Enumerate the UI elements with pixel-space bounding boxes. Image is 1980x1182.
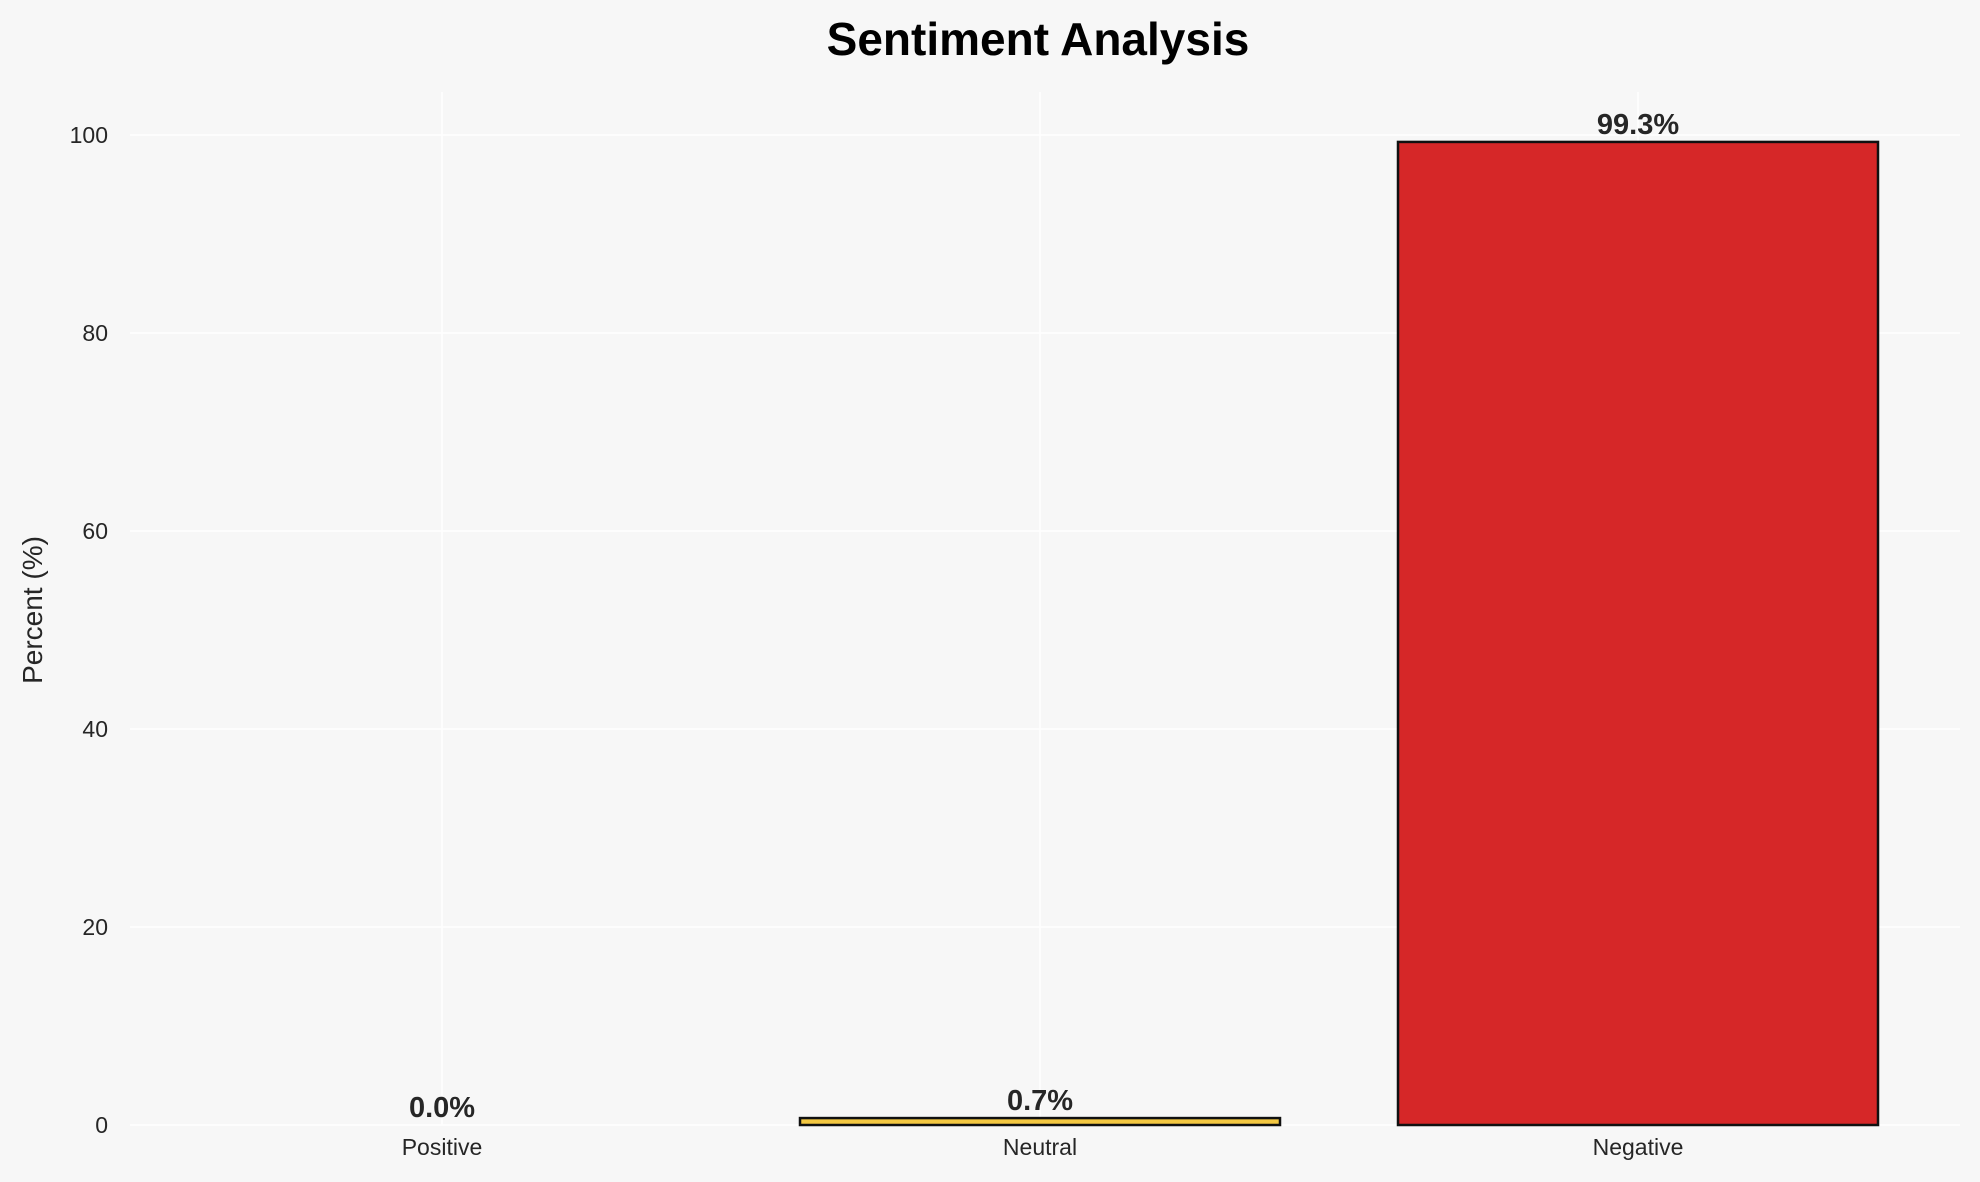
data-labels: 0.0% 0.7% 99.3% xyxy=(409,109,1679,1124)
bar-neutral xyxy=(798,1116,1282,1127)
bar-negative xyxy=(1396,140,1880,1127)
data-label-positive: 0.0% xyxy=(409,1092,475,1124)
y-axis-label: Percent (%) xyxy=(17,536,48,684)
data-label-neutral: 0.7% xyxy=(1007,1085,1073,1117)
data-label-negative: 99.3% xyxy=(1597,109,1679,141)
chart-title: Sentiment Analysis xyxy=(827,13,1250,65)
y-tick-label: 0 xyxy=(95,1112,108,1138)
x-tick-label-negative: Negative xyxy=(1593,1134,1684,1160)
y-tick-labels: 0 20 40 60 80 100 xyxy=(70,122,108,1138)
y-tick-label: 100 xyxy=(70,122,108,148)
y-tick-label: 40 xyxy=(82,716,108,742)
bars xyxy=(798,140,1880,1127)
y-tick-label: 20 xyxy=(82,914,108,940)
x-tick-label-positive: Positive xyxy=(402,1134,483,1160)
y-tick-label: 60 xyxy=(82,518,108,544)
y-tick-label: 80 xyxy=(82,320,108,346)
x-tick-labels: Positive Neutral Negative xyxy=(402,1134,1684,1160)
x-tick-label-neutral: Neutral xyxy=(1003,1134,1077,1160)
